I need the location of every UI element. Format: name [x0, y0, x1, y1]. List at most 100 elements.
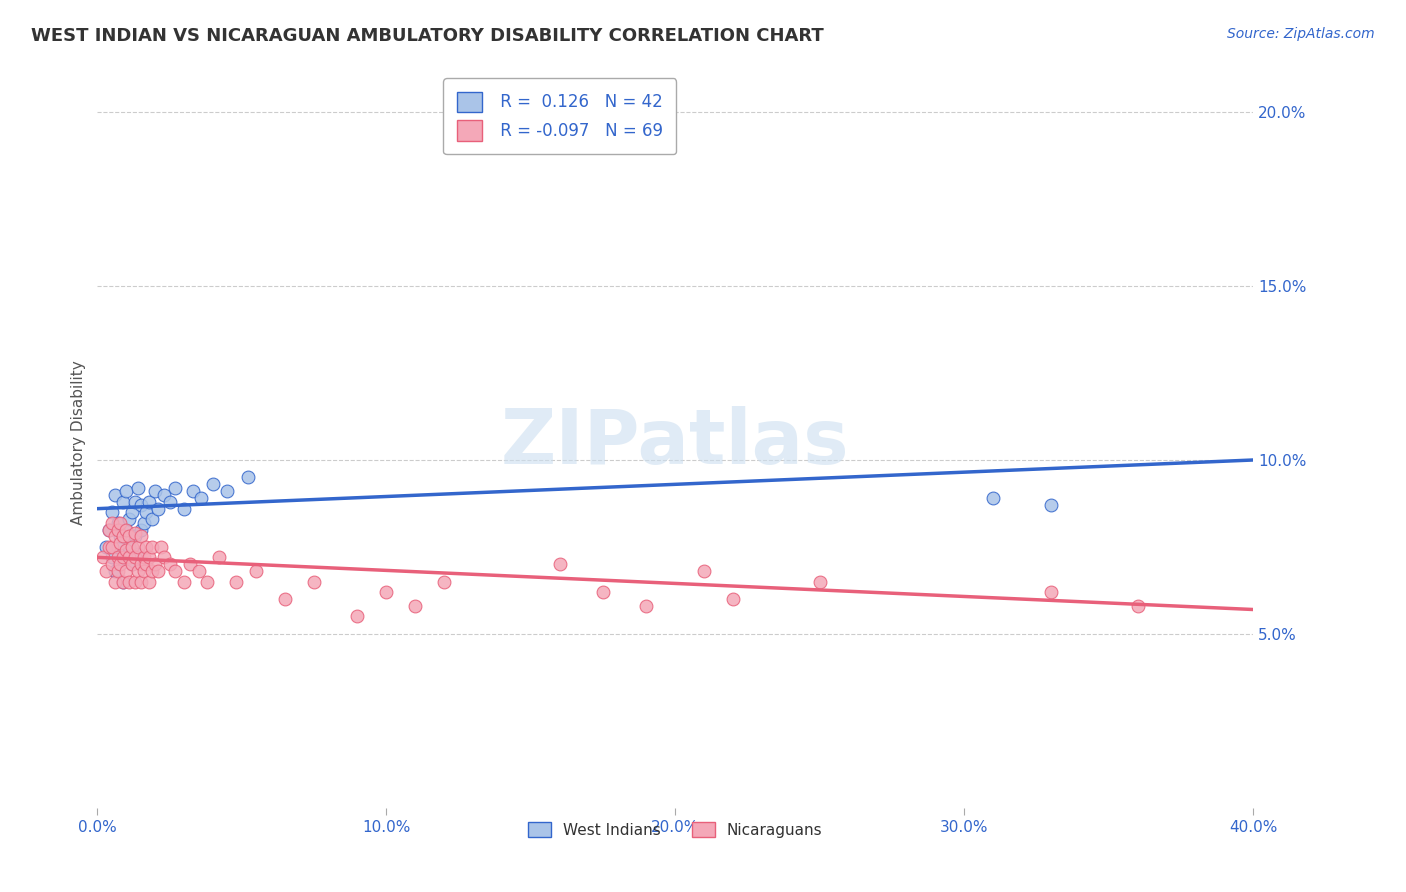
- Point: [1040, 585, 1063, 599]
- Point: [115, 550, 138, 565]
- Point: [165, 564, 187, 578]
- Point: [107, 550, 129, 565]
- Point: [138, 494, 160, 508]
- Point: [274, 592, 297, 607]
- Point: [225, 574, 247, 589]
- Point: [173, 501, 195, 516]
- Point: [375, 585, 398, 599]
- Point: [115, 484, 138, 499]
- Point: [143, 558, 166, 572]
- Point: [121, 540, 143, 554]
- Point: [132, 550, 155, 565]
- Point: [101, 550, 124, 565]
- Point: [217, 484, 239, 499]
- Point: [104, 488, 127, 502]
- Point: [97, 540, 120, 554]
- Point: [187, 564, 209, 578]
- Point: [118, 540, 141, 554]
- Point: [346, 609, 368, 624]
- Point: [159, 494, 181, 508]
- Point: [201, 477, 224, 491]
- Point: [433, 574, 456, 589]
- Point: [104, 574, 127, 589]
- Point: [165, 481, 187, 495]
- Point: [121, 558, 143, 572]
- Point: [135, 505, 157, 519]
- Point: [112, 494, 135, 508]
- Point: [121, 505, 143, 519]
- Point: [1040, 498, 1063, 512]
- Point: [592, 585, 614, 599]
- Point: [149, 540, 172, 554]
- Point: [132, 516, 155, 530]
- Point: [143, 484, 166, 499]
- Point: [115, 564, 138, 578]
- Point: [115, 523, 138, 537]
- Point: [190, 491, 212, 506]
- Point: [129, 558, 152, 572]
- Point: [118, 574, 141, 589]
- Point: [112, 529, 135, 543]
- Point: [208, 550, 231, 565]
- Point: [101, 516, 124, 530]
- Point: [173, 574, 195, 589]
- Point: [135, 540, 157, 554]
- Point: [721, 592, 744, 607]
- Point: [104, 529, 127, 543]
- Point: [127, 540, 149, 554]
- Point: [153, 550, 176, 565]
- Point: [124, 494, 146, 508]
- Point: [132, 564, 155, 578]
- Point: [110, 536, 132, 550]
- Point: [115, 543, 138, 558]
- Point: [302, 574, 325, 589]
- Point: [124, 529, 146, 543]
- Point: [141, 540, 163, 554]
- Point: [112, 550, 135, 565]
- Point: [129, 574, 152, 589]
- Legend: West Indians, Nicaraguans: West Indians, Nicaraguans: [522, 815, 828, 844]
- Point: [97, 523, 120, 537]
- Point: [129, 498, 152, 512]
- Point: [179, 558, 201, 572]
- Point: [101, 540, 124, 554]
- Point: [693, 564, 716, 578]
- Point: [146, 564, 169, 578]
- Point: [138, 574, 160, 589]
- Point: [124, 526, 146, 541]
- Point: [110, 529, 132, 543]
- Text: Source: ZipAtlas.com: Source: ZipAtlas.com: [1227, 27, 1375, 41]
- Point: [981, 491, 1004, 506]
- Point: [636, 599, 658, 613]
- Point: [121, 558, 143, 572]
- Point: [112, 574, 135, 589]
- Point: [135, 558, 157, 572]
- Point: [101, 505, 124, 519]
- Point: [129, 523, 152, 537]
- Point: [112, 574, 135, 589]
- Point: [107, 564, 129, 578]
- Point: [159, 558, 181, 572]
- Point: [94, 564, 117, 578]
- Point: [118, 550, 141, 565]
- Point: [808, 574, 831, 589]
- Point: [91, 550, 114, 565]
- Point: [97, 523, 120, 537]
- Point: [404, 599, 426, 613]
- Point: [124, 574, 146, 589]
- Point: [195, 574, 218, 589]
- Text: WEST INDIAN VS NICARAGUAN AMBULATORY DISABILITY CORRELATION CHART: WEST INDIAN VS NICARAGUAN AMBULATORY DIS…: [31, 27, 824, 45]
- Point: [110, 558, 132, 572]
- Point: [107, 523, 129, 537]
- Point: [110, 516, 132, 530]
- Point: [107, 516, 129, 530]
- Point: [181, 484, 204, 499]
- Point: [118, 529, 141, 543]
- Point: [107, 540, 129, 554]
- Point: [129, 529, 152, 543]
- Point: [110, 558, 132, 572]
- Point: [138, 550, 160, 565]
- Point: [548, 558, 571, 572]
- Point: [101, 558, 124, 572]
- Point: [1126, 599, 1149, 613]
